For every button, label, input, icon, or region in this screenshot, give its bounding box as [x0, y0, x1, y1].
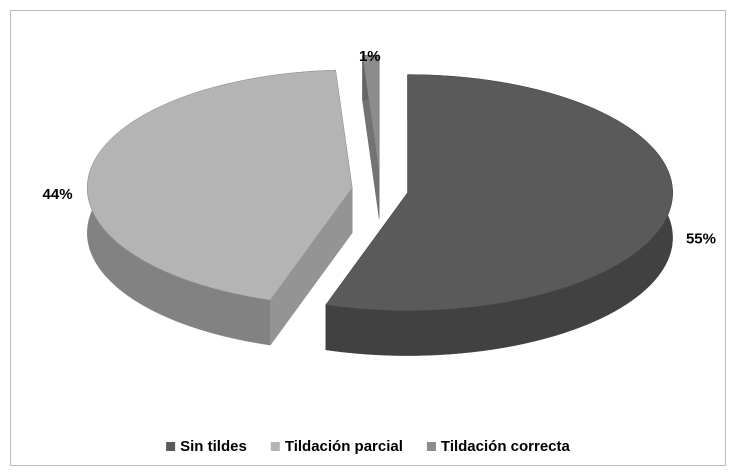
- legend-label: Sin tildes: [180, 438, 247, 455]
- data-label: 55%: [686, 231, 716, 248]
- data-label: 44%: [43, 186, 73, 203]
- legend-label: Tildación correcta: [441, 438, 571, 455]
- slice: [325, 74, 673, 356]
- data-label: 1%: [359, 48, 381, 65]
- slice: [362, 54, 380, 219]
- slice-top: [325, 74, 673, 311]
- slice-top: [362, 54, 380, 174]
- legend-swatch: [166, 442, 176, 451]
- slice-top: [86, 69, 353, 301]
- legend-swatch: [270, 442, 280, 451]
- legend-label: Tildación parcial: [285, 438, 403, 455]
- slice: [86, 69, 353, 346]
- legend-swatch: [426, 442, 436, 451]
